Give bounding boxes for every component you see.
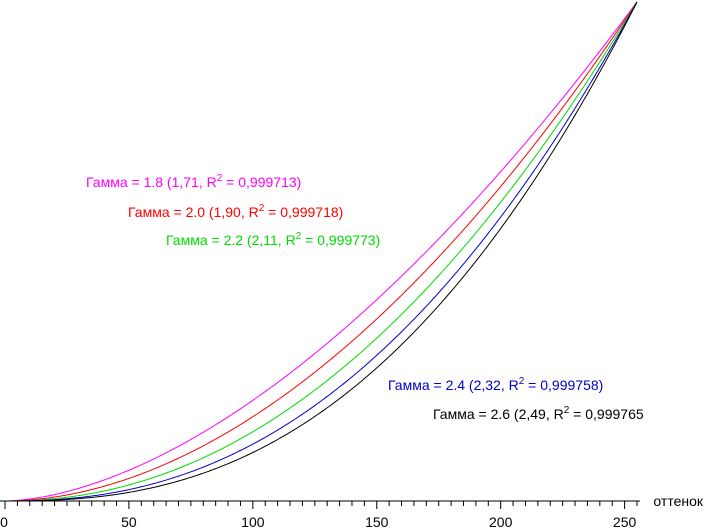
x-tick-label: 250 <box>613 514 637 529</box>
legend-label-4: Гамма = 2.4 (2,32, R2 = 0,999758) <box>388 376 603 393</box>
series-line-2 <box>4 1 638 502</box>
legend-label-5: Гамма = 2.6 (2,49, R2 = 0,999765 <box>433 405 644 422</box>
series-line-5 <box>5 1 638 502</box>
legend-label-1: Гамма = 1.8 (1,71, R2 = 0,999713) <box>86 173 301 190</box>
legend-label-2: Гамма = 2.0 (1,90, R2 = 0,999718) <box>128 203 343 220</box>
series-line-4 <box>5 1 638 502</box>
x-tick-label: 50 <box>121 514 137 529</box>
x-axis-title: оттенок <box>653 493 703 509</box>
x-tick-label: 100 <box>241 514 265 529</box>
x-tick-label: 200 <box>489 514 513 529</box>
curves-group <box>4 1 638 502</box>
x-tick-label: 150 <box>365 514 389 529</box>
series-line-3 <box>5 1 638 502</box>
legend-group: Гамма = 1.8 (1,71, R2 = 0,999713) Гамма =… <box>86 173 644 422</box>
x-axis-ticks: 0 50 100 150 200 250 <box>0 501 638 529</box>
x-tick-label: 0 <box>0 514 8 529</box>
legend-label-3: Гамма = 2.2 (2,11, R2 = 0,999773) <box>166 231 380 248</box>
series-line-1 <box>4 1 638 502</box>
